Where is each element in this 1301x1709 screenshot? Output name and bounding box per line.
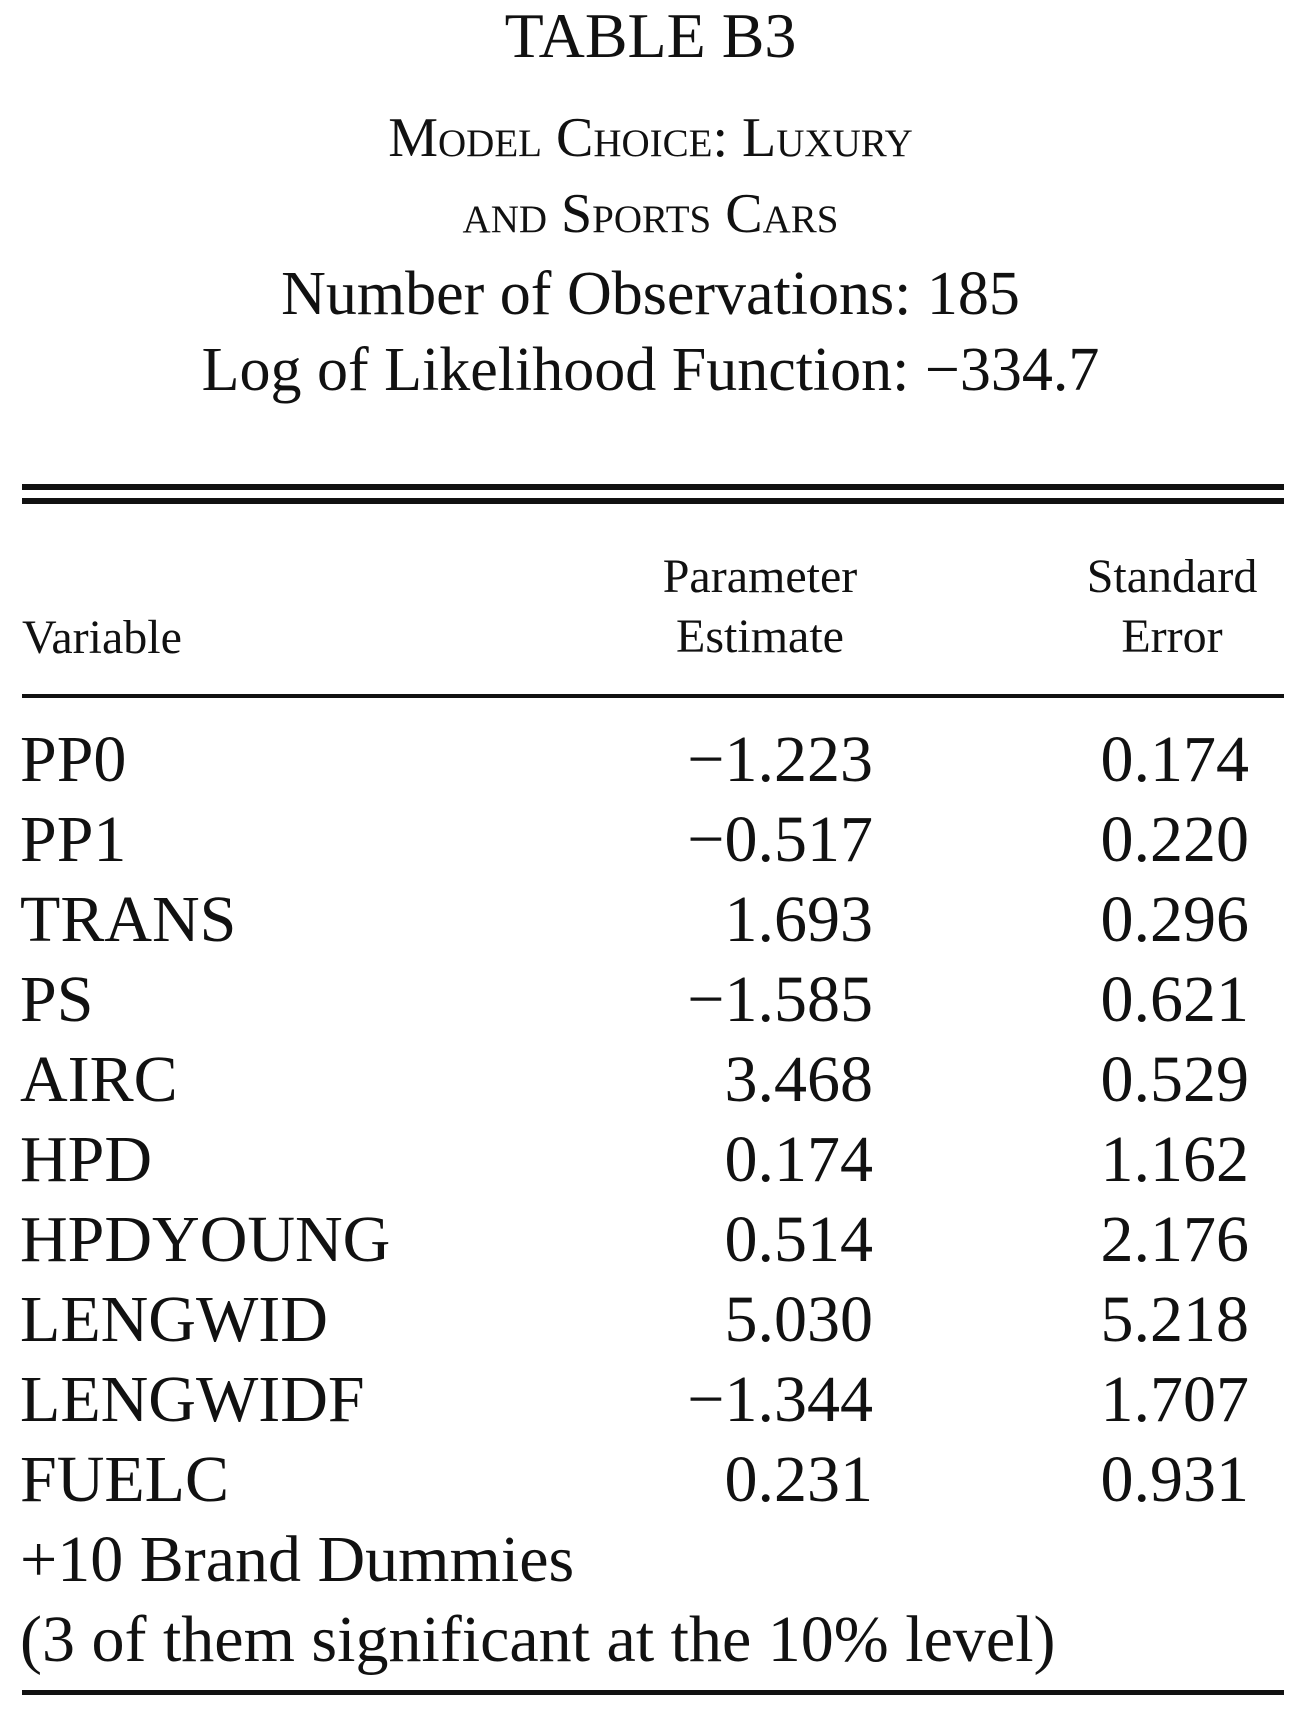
table-row: PS −1.585 0.621: [0, 960, 1301, 1040]
log-likelihood: Log of Likelihood Function: −334.7: [201, 336, 1100, 404]
standard-error-cell: 0.174: [1100, 723, 1250, 796]
table-row: LENGWIDF −1.344 1.707: [0, 1360, 1301, 1440]
standard-error-cell: 1.162: [1100, 1123, 1250, 1196]
variable-cell: PP0: [20, 723, 127, 796]
column-header-standard-error: Standard Error: [1040, 547, 1301, 667]
variable-cell: PP1: [20, 803, 127, 876]
estimate-cell: 0.514: [724, 1203, 874, 1276]
table-caption-line2: and Sports Cars: [462, 183, 839, 245]
table-row: HPDYOUNG 0.514 2.176: [0, 1200, 1301, 1280]
column-header-estimate: Parameter Estimate: [560, 547, 960, 667]
variable-cell: HPD: [20, 1123, 153, 1196]
standard-error-cell: 0.621: [1100, 963, 1250, 1036]
variable-cell: LENGWID: [20, 1283, 328, 1356]
standard-error-cell: 0.220: [1100, 803, 1250, 876]
estimate-cell: −0.517: [687, 803, 873, 876]
estimate-cell: 0.231: [724, 1443, 874, 1516]
table-row: HPD 0.174 1.162: [0, 1120, 1301, 1200]
variable-cell: TRANS: [20, 883, 237, 956]
brand-dummies-note: +10 Brand Dummies: [20, 1523, 575, 1596]
column-header-estimate-line1: Parameter: [662, 550, 858, 603]
table-row: FUELC 0.231 0.931: [0, 1440, 1301, 1520]
column-header-se-line2: Error: [1121, 610, 1223, 663]
table-row: PP1 −0.517 0.220: [0, 800, 1301, 880]
table-row: PP0 −1.223 0.174: [0, 720, 1301, 800]
variable-cell: PS: [20, 963, 94, 1036]
observations-count: Number of Observations: 185: [281, 260, 1020, 328]
table-row: LENGWID 5.030 5.218: [0, 1280, 1301, 1360]
column-header-se-line1: Standard: [1086, 550, 1258, 603]
table-body: PP0 −1.223 0.174 PP1 −0.517 0.220 TRANS …: [0, 720, 1301, 1520]
estimate-cell: 1.693: [724, 883, 874, 956]
standard-error-cell: 1.707: [1100, 1363, 1250, 1436]
standard-error-cell: 0.931: [1100, 1443, 1250, 1516]
top-rule-lower: [22, 498, 1284, 504]
table-row: AIRC 3.468 0.529: [0, 1040, 1301, 1120]
table-caption-line1: Model Choice: Luxury: [388, 107, 913, 169]
variable-cell: HPDYOUNG: [20, 1203, 391, 1276]
header-rule: [22, 694, 1284, 698]
table-row: TRANS 1.693 0.296: [0, 880, 1301, 960]
variable-cell: AIRC: [20, 1043, 178, 1116]
table-number: TABLE B3: [504, 0, 797, 71]
estimate-cell: −1.585: [687, 963, 873, 1036]
bottom-rule: [22, 1690, 1284, 1695]
variable-cell: FUELC: [20, 1443, 230, 1516]
top-rule-upper: [22, 484, 1284, 490]
standard-error-cell: 2.176: [1100, 1203, 1250, 1276]
column-header-estimate-line2: Estimate: [676, 610, 844, 663]
column-header-variable: Variable: [22, 611, 182, 664]
standard-error-cell: 0.296: [1100, 883, 1250, 956]
standard-error-cell: 0.529: [1100, 1043, 1250, 1116]
variable-cell: LENGWIDF: [20, 1363, 365, 1436]
estimate-cell: 3.468: [724, 1043, 874, 1116]
standard-error-cell: 5.218: [1100, 1283, 1250, 1356]
estimate-cell: −1.223: [687, 723, 873, 796]
estimate-cell: 0.174: [724, 1123, 874, 1196]
estimate-cell: 5.030: [724, 1283, 874, 1356]
estimate-cell: −1.344: [687, 1363, 873, 1436]
significance-note: (3 of them significant at the 10% level): [20, 1603, 1056, 1676]
